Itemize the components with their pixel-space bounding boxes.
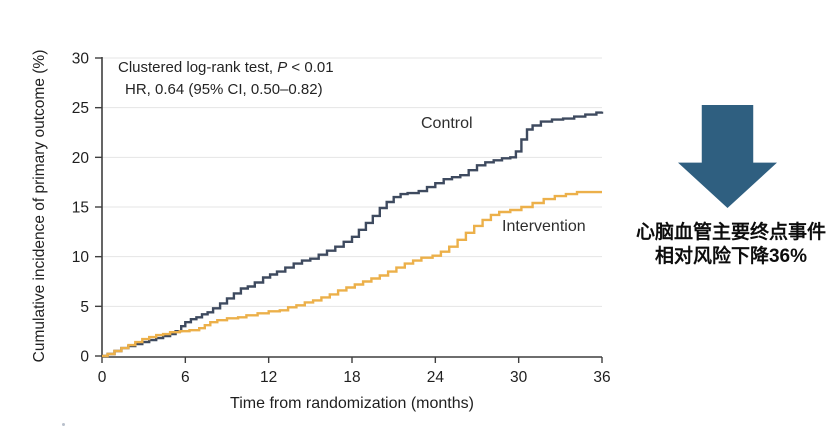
series-lines <box>102 111 604 358</box>
y-tick-label-0: 0 <box>80 349 89 366</box>
y-tick-label-15: 15 <box>72 200 89 217</box>
control-series-label: Control <box>421 115 473 132</box>
gridlines <box>102 57 602 307</box>
stats-annotation: Clustered log-rank test, P < 0.01 HR, 0.… <box>118 57 334 101</box>
y-tick-label-25: 25 <box>72 100 89 117</box>
series-line-intervention <box>102 190 602 358</box>
x-tick-label-6: 6 <box>181 369 190 386</box>
x-axis-title: Time from randomization (months) <box>230 395 474 412</box>
intervention-series-label: Intervention <box>502 218 586 235</box>
hazard-ratio-annotation-line: HR, 0.64 (95% CI, 0.50–0.82) <box>125 81 323 98</box>
y-tick-label-30: 30 <box>72 51 90 68</box>
y-tick-label-20: 20 <box>72 150 90 167</box>
x-tick-label-36: 36 <box>593 369 610 386</box>
x-tick-label-24: 24 <box>427 369 445 386</box>
logrank-annotation-line: Clustered log-rank test, P < 0.01 <box>118 59 334 76</box>
arrow-caption-line1: 心脑血管主要终点事件 <box>635 222 826 243</box>
stray-mark <box>62 423 65 426</box>
x-tick-label-18: 18 <box>343 369 360 386</box>
x-tick-label-30: 30 <box>510 369 528 386</box>
y-tick-label-10: 10 <box>72 249 90 266</box>
x-tick-label-12: 12 <box>260 369 277 386</box>
axes: 0 5 10 15 20 25 30 0 6 12 18 24 30 36 <box>72 51 611 387</box>
arrow-caption: 心脑血管主要终点事件 相对风险下降36% <box>622 221 832 269</box>
y-axis-title: Cumulative incidence of primary outcome … <box>31 50 48 363</box>
arrow-caption-line2: 相对风险下降36% <box>654 246 808 267</box>
x-tick-label-0: 0 <box>98 369 107 386</box>
y-tick-label-5: 5 <box>80 299 89 316</box>
